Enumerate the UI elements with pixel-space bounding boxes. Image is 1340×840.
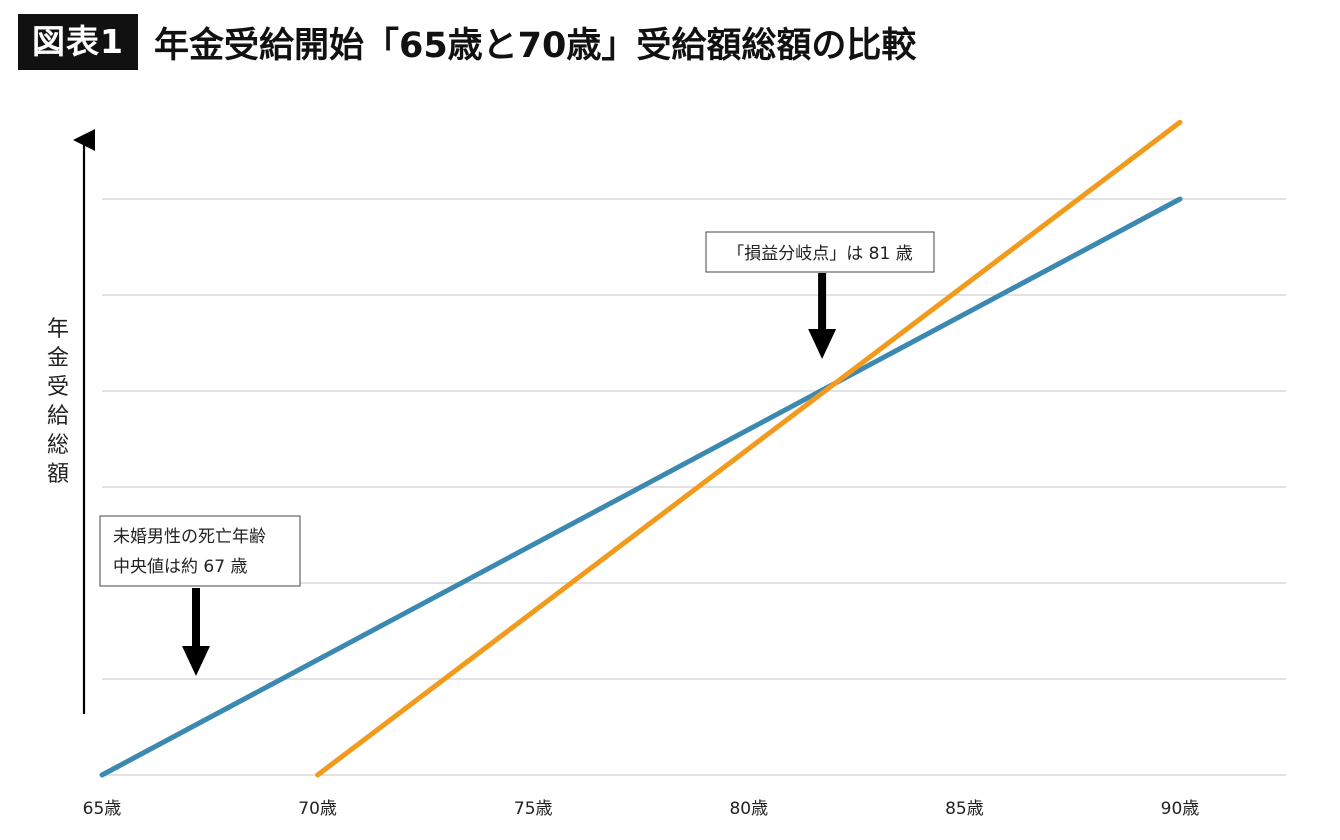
x-tick-labels: 65歳 70歳 75歳 80歳 85歳 90歳	[83, 799, 1200, 819]
x-tick-label-75: 75歳	[514, 799, 553, 819]
annotation-breakeven-box	[705, 231, 935, 273]
x-tick-label-65: 65歳	[83, 799, 122, 819]
chart-title: 年金受給開始「65歳と70歳」受給額総額の比較	[153, 25, 917, 66]
y-axis-label-text: 年金受給総額	[47, 317, 69, 487]
series-lines	[99, 119, 1183, 778]
figure-number-badge: 図表1	[18, 14, 138, 70]
annotation-median-text-line-0: 未婚男性の死亡年齢	[113, 527, 266, 547]
annotation-median-arrow-shaft	[192, 588, 200, 648]
figure-header: 図表1 年金受給開始「65歳と70歳」受給額総額の比較	[18, 14, 916, 70]
x-tick-label-70: 70歳	[298, 799, 337, 819]
x-tick-label-80: 80歳	[729, 799, 768, 819]
series-line-start_70	[315, 119, 1183, 778]
annotation-breakeven: 「損益分岐点」は 81 歳	[705, 231, 935, 359]
annotation-median-arrow-head	[182, 646, 210, 676]
series-line-start_65	[99, 196, 1183, 778]
x-tick-label-85: 85歳	[945, 799, 984, 819]
annotation-breakeven-arrow-shaft	[818, 273, 827, 331]
x-tick-label-90: 90歳	[1161, 799, 1200, 819]
annotation-median-text-line-1: 中央値は約 67 歳	[113, 557, 247, 577]
annotation-breakeven-text: 「損益分岐点」は 81 歳	[727, 244, 912, 264]
annotation-breakeven-arrow-head	[808, 329, 837, 359]
annotation-median-box	[99, 515, 301, 587]
y-axis-label: 年金受給総額	[47, 317, 69, 487]
